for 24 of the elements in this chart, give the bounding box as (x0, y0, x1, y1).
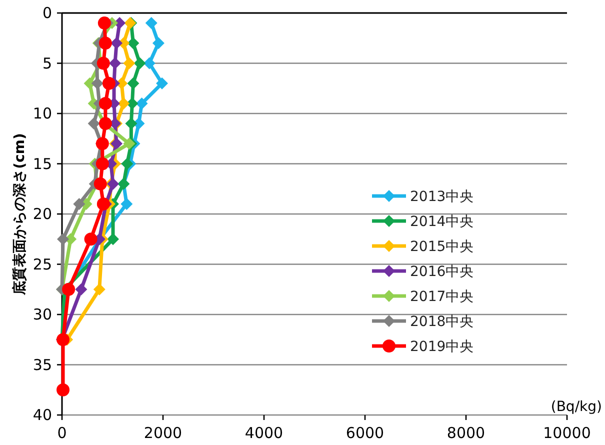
y-tick-label: 0 (42, 4, 52, 22)
x-tick-label: 8000 (446, 424, 486, 442)
legend-label: 2016中央 (410, 264, 474, 280)
legend-label: 2013中央 (410, 189, 474, 205)
legend-label: 2015中央 (410, 239, 474, 255)
y-tick-label: 5 (42, 54, 52, 72)
legend-label: 2018中央 (410, 314, 474, 330)
x-axis-title: (Bq/kg) (550, 399, 602, 415)
y-tick-label: 15 (32, 154, 52, 173)
y-tick-label: 20 (32, 205, 52, 223)
y-tick-label: 40 (32, 406, 52, 424)
x-tick-label: 6000 (346, 424, 384, 442)
legend-label: 2017中央 (410, 289, 474, 305)
y-axis-title: 底質表面からの深さ(cm) (11, 133, 28, 296)
y-tick-label: 35 (32, 356, 52, 374)
y-tick-label: 25 (32, 255, 52, 274)
y-tick-label: 10 (32, 104, 52, 122)
x-tick-label: 0 (57, 424, 67, 442)
legend-label: 2014中央 (410, 214, 474, 230)
legend-label: 2019中央 (410, 339, 474, 355)
y-tick-label: 30 (32, 306, 52, 324)
x-tick-label: 10000 (543, 424, 591, 442)
x-tick-label: 2000 (144, 424, 182, 442)
x-tick-label: 4000 (244, 424, 284, 442)
